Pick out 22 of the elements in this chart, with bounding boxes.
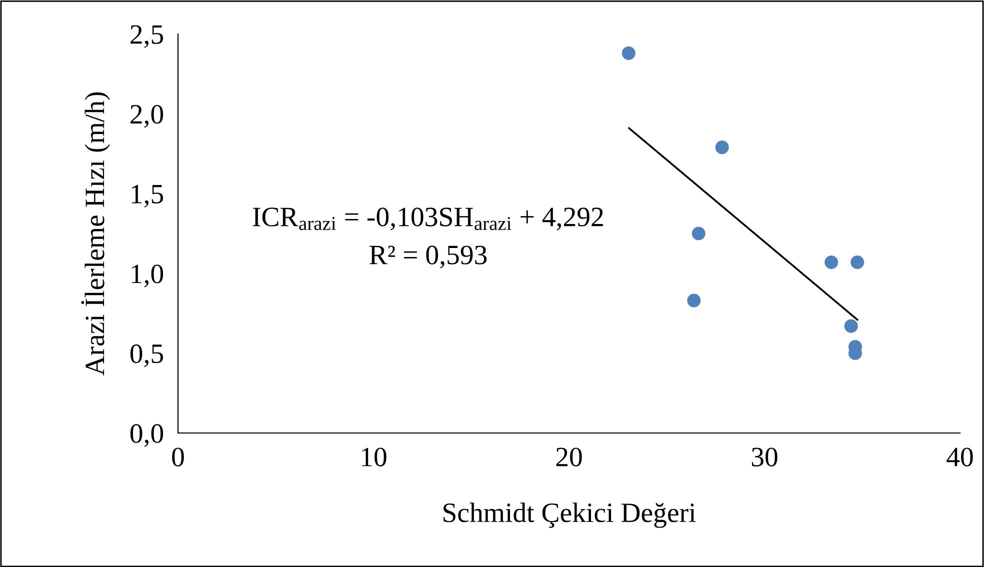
y-tick-label: 0,0: [130, 424, 164, 447]
annotation: R² = 0,593: [370, 246, 487, 268]
x-tick-label: 10: [362, 448, 386, 466]
x-tick-label: 30: [752, 448, 778, 466]
point: [844, 319, 858, 333]
y-tick-label: 1,5: [132, 184, 164, 208]
y-tick-label: 2,5: [130, 25, 164, 48]
annotation: ICR$_{arazi}$ = -0,103SH$_{arazi}$ + 4,292: [252, 208, 603, 230]
point: [622, 46, 636, 60]
point: [687, 294, 701, 308]
y-tick-label: 2,0: [130, 104, 164, 128]
point: [715, 140, 729, 154]
x-tick-label: 40: [946, 448, 973, 466]
point: [692, 226, 706, 240]
x-tick-label: 0: [172, 448, 184, 466]
y-tick-label: 0,5: [130, 344, 164, 368]
y-axis-title: Arazi İlerleme Hızı (m/h): [81, 92, 110, 376]
x-tick-label: 20: [556, 448, 582, 466]
point: [850, 255, 864, 269]
y-tick-label: 1,0: [132, 264, 164, 288]
point: [824, 255, 838, 269]
x-axis-title: Schmidt Çekici Değeri: [444, 502, 696, 528]
